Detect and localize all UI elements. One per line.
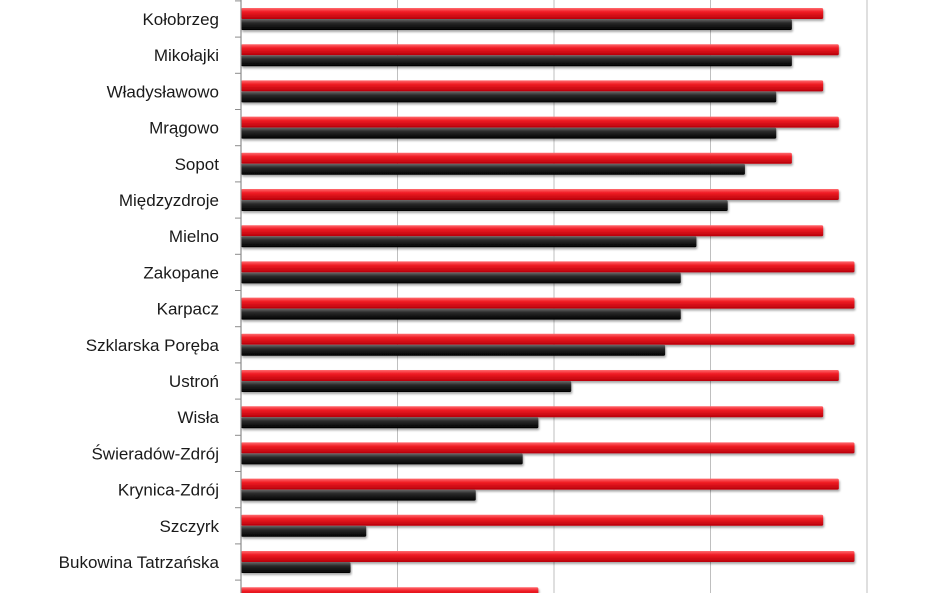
bar-dark-11 [241, 417, 539, 429]
bar-dark-15 [241, 562, 351, 573]
category-label-8: Karpacz [157, 300, 219, 319]
category-label-13: Krynica-Zdrój [118, 481, 219, 500]
bar-dark-2 [241, 91, 777, 103]
bar-red-15 [241, 551, 855, 562]
category-label-2: Władysławowo [107, 82, 219, 101]
category-label-0: Kołobrzeg [142, 10, 219, 29]
bar-red-9 [241, 333, 855, 345]
bar-red-6 [241, 225, 824, 237]
bar-dark-13 [241, 489, 476, 501]
bar-dark-0 [241, 19, 792, 30]
category-label-3: Mrągowo [149, 119, 219, 138]
bars [241, 8, 855, 593]
bar-red-7 [241, 261, 855, 273]
bar-red-12 [241, 442, 855, 454]
bar-dark-14 [241, 525, 367, 537]
bar-red-4 [241, 152, 792, 164]
bar-dark-7 [241, 272, 681, 284]
category-label-11: Wisła [177, 408, 219, 427]
category-label-4: Sopot [175, 155, 220, 174]
bar-red-2 [241, 80, 824, 92]
category-label-7: Zakopane [143, 263, 219, 282]
bar-red-3 [241, 116, 839, 128]
bar-dark-5 [241, 200, 728, 211]
category-label-14: Szczyrk [160, 517, 220, 536]
y-axis [235, 0, 242, 593]
bar-dark-3 [241, 127, 777, 139]
bar-red-1 [241, 44, 839, 56]
bar-red-13 [241, 478, 839, 490]
bar-dark-8 [241, 308, 681, 320]
bar-dark-4 [241, 163, 745, 175]
category-label-15: Bukowina Tatrzańska [59, 553, 220, 572]
bar-red-0 [241, 8, 824, 19]
category-label-9: Szklarska Poręba [86, 336, 220, 355]
bar-red-8 [241, 297, 855, 309]
bar-red-5 [241, 189, 839, 200]
bar-dark-12 [241, 453, 523, 465]
bar-dark-1 [241, 55, 792, 67]
bar-red-14 [241, 514, 824, 526]
bar-red-10 [241, 370, 839, 381]
category-label-12: Świeradów-Zdrój [91, 444, 219, 463]
bar-red-partial [241, 587, 539, 593]
bar-dark-10 [241, 381, 572, 392]
category-label-6: Mielno [169, 227, 219, 246]
bar-dark-9 [241, 344, 666, 356]
category-label-1: Mikołajki [154, 46, 219, 65]
category-label-10: Ustroń [169, 372, 219, 391]
bar-dark-6 [241, 236, 697, 248]
bar-red-11 [241, 406, 824, 418]
category-label-5: Międzyzdroje [119, 191, 219, 210]
category-labels: Kołobrzeg Mikołajki Władysławowo Mrągowo Sop… [59, 10, 220, 572]
